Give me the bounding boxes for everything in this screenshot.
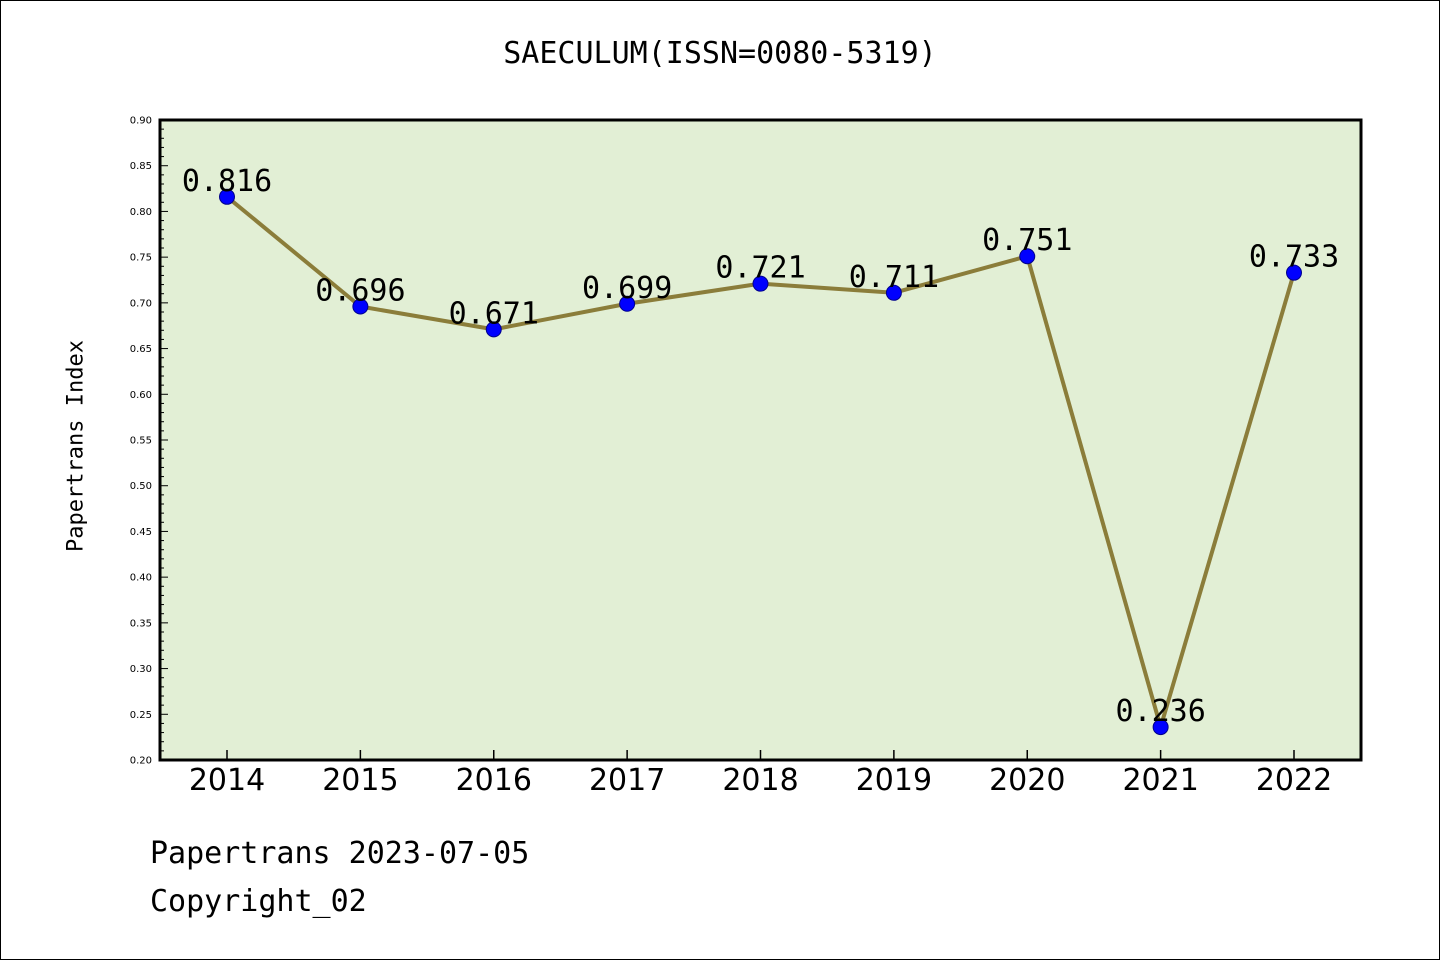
data-point <box>352 298 369 315</box>
data-label: 0.236 <box>1115 694 1205 729</box>
data-point <box>752 275 769 292</box>
plot-area <box>160 120 1361 760</box>
data-label: 0.751 <box>982 223 1072 258</box>
x-tick-label: 2019 <box>856 763 932 798</box>
footer-date: Papertrans 2023-07-05 <box>150 836 530 871</box>
footer-copyright: Copyright_02 <box>150 884 367 919</box>
y-tick-label: 0.40 <box>130 573 152 584</box>
y-tick-label: 0.35 <box>130 618 152 629</box>
x-tick-label: 2015 <box>322 763 398 798</box>
x-tick-label: 2014 <box>189 763 265 798</box>
data-label: 0.721 <box>715 251 805 286</box>
y-tick-label: 0.75 <box>130 253 152 264</box>
data-label: 0.696 <box>315 274 405 309</box>
x-tick-label: 2022 <box>1256 763 1332 798</box>
y-tick-label: 0.25 <box>130 710 152 721</box>
data-point <box>619 295 636 312</box>
y-tick-label: 0.85 <box>130 161 152 172</box>
data-label: 0.816 <box>182 164 272 199</box>
data-point <box>1286 264 1302 281</box>
data-point <box>885 284 902 301</box>
data-point <box>485 321 502 338</box>
y-tick-label: 0.80 <box>130 207 152 218</box>
plot-border <box>158 118 1363 762</box>
x-tick-label: 2021 <box>1122 763 1198 798</box>
y-tick-label: 0.45 <box>130 527 152 538</box>
y-tick-label: 0.60 <box>130 390 152 401</box>
x-tick-label: 2016 <box>456 763 532 798</box>
x-tick-label: 2018 <box>722 763 798 798</box>
data-label: 0.733 <box>1249 240 1339 275</box>
y-tick-label: 0.20 <box>130 756 152 767</box>
x-tick-label: 2017 <box>589 763 665 798</box>
data-point <box>1019 248 1036 265</box>
data-label: 0.699 <box>582 271 672 306</box>
data-label: 0.671 <box>449 296 539 331</box>
y-tick-label: 0.55 <box>130 436 152 447</box>
data-label: 0.711 <box>849 260 939 295</box>
data-point <box>1152 719 1169 736</box>
y-tick-label: 0.50 <box>130 481 152 492</box>
x-tick-label: 2020 <box>989 763 1065 798</box>
y-tick-label: 0.30 <box>130 664 152 675</box>
data-point <box>219 188 235 205</box>
y-tick-label: 0.65 <box>130 344 152 355</box>
y-tick-label: 0.90 <box>130 116 152 127</box>
chart-title: SAECULUM(ISSN=0080-5319) <box>503 36 937 71</box>
y-tick-label: 0.70 <box>130 298 152 309</box>
